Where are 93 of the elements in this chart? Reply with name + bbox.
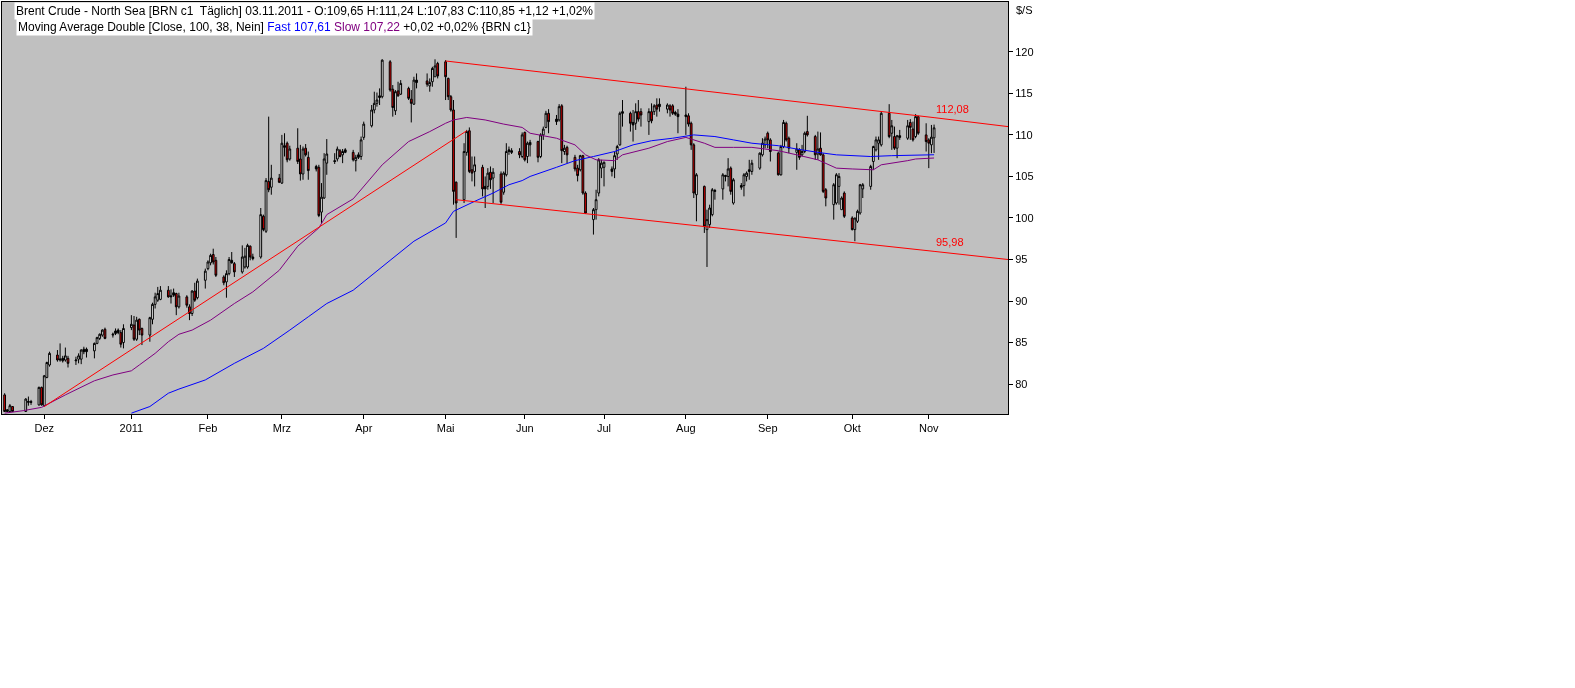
candlestick [209, 253, 212, 266]
y-axis-title: $/S [1016, 4, 1033, 16]
annotation: 95,98 [936, 236, 964, 248]
candlestick [491, 167, 495, 204]
text: Slow 107,22 [333, 20, 401, 34]
candlestick [240, 244, 244, 275]
candlestick [520, 131, 524, 159]
candlestick [341, 148, 344, 164]
candlestick [842, 190, 846, 219]
candlestick [354, 154, 358, 172]
candlestick [399, 79, 403, 96]
candlestick [795, 142, 799, 171]
y-tick-label: 110 [1015, 128, 1033, 141]
candlestick [114, 327, 117, 336]
x-tick-label: Jun [515, 422, 534, 435]
candlestick [98, 332, 102, 341]
candlestick [259, 207, 263, 260]
candlestick [473, 156, 477, 187]
candlestick [8, 403, 12, 413]
candlestick [122, 323, 125, 349]
y-tick-label: 115 [1015, 87, 1033, 100]
x-tick-label: Nov [919, 422, 940, 435]
candlestick [243, 247, 247, 270]
x-tick-label: 2011 [119, 422, 144, 435]
candlestick [335, 146, 339, 162]
candlestick [280, 134, 284, 185]
x-tick-label: Jul [596, 422, 612, 435]
x-tick-label: Mrz [272, 422, 292, 435]
x-tick-label: Apr [355, 422, 373, 435]
candlestick [668, 103, 672, 118]
candlestick [666, 102, 669, 114]
y-tick-label: 105 [1015, 170, 1034, 183]
x-tick-label: Feb [198, 422, 218, 435]
text: Moving Average Double [Close, 100, 38, Nein] [18, 20, 264, 34]
y-tick-label: 80 [1015, 377, 1028, 390]
candlestick [29, 399, 33, 406]
candlestick [100, 328, 104, 338]
candlestick [547, 108, 550, 134]
candlestick [301, 146, 305, 181]
chart-title: Brent Crude - North Sea [BRN c1 Täglich] 03.11.2011 - O:109,65 H:111,24 L:107,83 C:110,85 +1,12 +1,02% [16, 4, 594, 18]
y-tick-label: 85 [1015, 336, 1028, 349]
x-tick-label: Aug [676, 422, 696, 435]
candlestick [932, 124, 936, 154]
candlestick [85, 347, 88, 359]
text: +0,02 +0,02% {BRN c1} [403, 20, 531, 34]
candlestick [655, 97, 659, 118]
candlestick [444, 59, 447, 101]
candlestick [602, 160, 606, 187]
annotation: 112,08 [936, 103, 969, 115]
candlestick [647, 107, 651, 136]
candlestick [684, 86, 688, 136]
candlestick [159, 285, 162, 301]
candlestick [103, 327, 107, 340]
candlestick [77, 352, 80, 364]
candlestick [58, 342, 62, 363]
y-tick-label: 100 [1015, 211, 1034, 224]
candlestick [132, 315, 136, 342]
candlestick [246, 243, 249, 270]
candlestick [816, 131, 820, 161]
candlestick [813, 134, 817, 161]
candlestick [317, 164, 321, 218]
candlestick [676, 108, 680, 134]
candlestick [288, 145, 292, 162]
candlestick [196, 278, 199, 300]
candlestick [914, 113, 917, 139]
candlestick [169, 288, 173, 305]
text: Fast 107,61 [267, 20, 331, 34]
candlestick [742, 172, 746, 197]
candlestick [916, 115, 920, 136]
candlestick [560, 103, 564, 164]
x-tick-label: Okt [843, 422, 861, 435]
x-tick-label: Mai [436, 422, 455, 435]
y-tick-label: 95 [1015, 253, 1028, 266]
y-tick-label: 90 [1015, 294, 1028, 307]
candlestick [74, 356, 78, 366]
candlestick [747, 159, 751, 181]
y-tick-label: 120 [1015, 45, 1034, 58]
candlestick [565, 145, 569, 164]
candlestick [510, 147, 513, 155]
candlestick [63, 347, 67, 363]
candlestick [79, 348, 83, 365]
x-tick-label: Sep [757, 422, 778, 435]
candlestick [837, 172, 841, 206]
candlestick [37, 386, 41, 407]
line-series [130, 134, 935, 414]
candlestick [658, 97, 661, 113]
candlestick [135, 316, 139, 342]
candlestick [425, 72, 429, 88]
candlestick [111, 332, 115, 339]
x-tick-label: Dez [34, 422, 55, 435]
line-series [4, 116, 935, 414]
candlestick [750, 159, 754, 176]
candlestick [721, 172, 725, 201]
